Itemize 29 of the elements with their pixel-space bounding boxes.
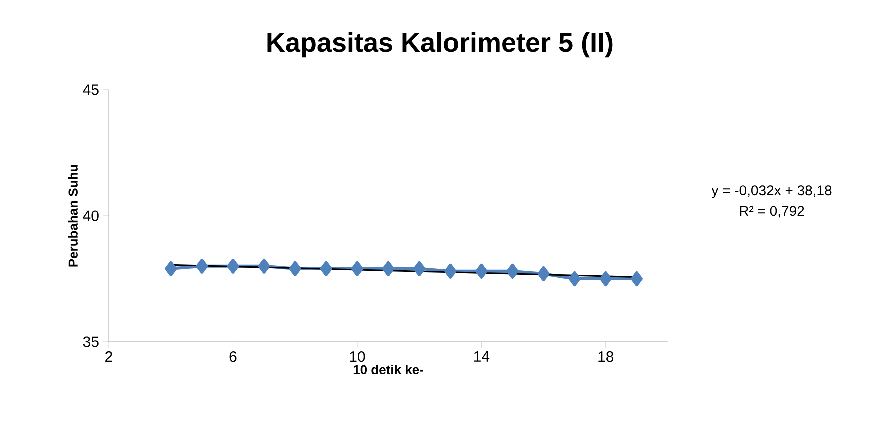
point xyxy=(476,264,488,279)
point xyxy=(320,261,332,276)
point xyxy=(600,272,612,286)
point xyxy=(382,261,395,276)
point xyxy=(351,261,364,276)
point xyxy=(165,261,178,276)
x-tick-label: 6 xyxy=(230,352,237,362)
y-tick-label: 35 xyxy=(83,336,99,348)
point xyxy=(568,272,581,286)
x-tick-label: 18 xyxy=(598,352,614,362)
point xyxy=(506,264,519,279)
point xyxy=(538,266,550,282)
point xyxy=(196,258,208,274)
point xyxy=(289,261,302,276)
point xyxy=(414,261,426,276)
point xyxy=(630,272,643,286)
point xyxy=(258,258,270,274)
x-tick-label: 2 xyxy=(106,352,112,362)
chart-title: Kapasitas Kalorimeter 5 (II) xyxy=(268,32,613,58)
y-tick-label: 40 xyxy=(83,210,99,222)
y-tick-label: 45 xyxy=(83,84,99,96)
x-tick-label: 10 xyxy=(350,352,366,362)
text: R² = 0,792 xyxy=(740,206,804,218)
point xyxy=(444,264,457,279)
y-axis-title: Perubahan Suhu xyxy=(68,165,78,267)
x-axis-title: 10 detik ke- xyxy=(354,364,424,375)
text: y = -0,032x + 38,18 xyxy=(712,186,832,198)
x-tick-label: 14 xyxy=(474,352,490,362)
point xyxy=(227,258,240,274)
